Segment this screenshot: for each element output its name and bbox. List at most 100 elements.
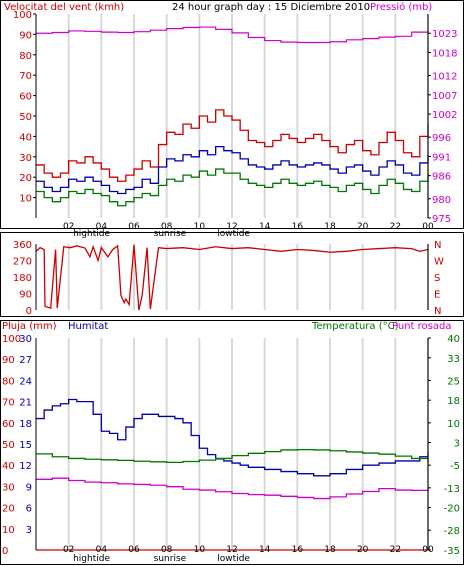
hour-label-clim-12: 12 [226,545,237,555]
wind-tick-label-30: 30 [19,153,32,164]
wind-axis-label: Velocitat del vent (kmh) [4,2,124,13]
hour-label-wind-00: 00 [422,222,434,232]
chart-title: 24 hour graph day : 15 Diciembre 2010 [172,2,370,13]
wind-tick-label-100: 100 [13,10,32,21]
compass-label-0-N: N [434,240,441,251]
event-label-wind-sunrise: sunrise [154,229,187,239]
rain-tick-label-70: 70 [2,398,15,409]
hour-label-clim-08: 08 [161,545,173,555]
hour-label-clim-20: 20 [357,545,369,555]
compass-label-4-N: N [434,306,441,317]
rain-tick-label-20: 20 [2,504,15,515]
wind-tick-label-80: 80 [19,51,32,62]
pressure-axis-label: Pressió (mb) [370,1,432,13]
event-label-clim-hightide: hightide [73,554,110,564]
wind-tick-label-20: 20 [19,173,32,184]
humidity-tick-label-9: 9 [26,482,32,493]
hour-label-wind-06: 06 [128,222,140,232]
direction-tick-label-270: 270 [13,257,32,268]
event-label-wind-lowtide: lowtide [217,229,250,239]
hour-label-clim-16: 16 [292,545,304,555]
temp-tick-label--28: -28 [444,526,460,537]
series-line-temperature [36,449,429,464]
hour-label-wind-14: 14 [259,222,271,232]
pressure-tick-label-991: 991 [432,152,451,163]
grid-layer [67,14,429,550]
compass-label-3-E: E [434,290,440,301]
series-line-low [36,168,429,207]
rain-tick-label-60: 60 [2,419,15,430]
temperature-axis-label: Temperatura (°C) [311,321,399,332]
rain-tick-label-40: 40 [2,461,15,472]
rain-tick-label-100: 100 [2,334,21,345]
humidity-tick-label-24: 24 [19,376,32,387]
temp-tick-label-3: 3 [454,439,460,450]
series-line-average [36,145,429,195]
panel-climate-frame [0,320,464,565]
hour-label-clim-10: 10 [194,545,206,555]
humidity-tick-label-18: 18 [19,419,32,430]
dewpoint-axis-label: Punt rosada [392,321,451,332]
rain-tick-label-90: 90 [2,355,15,366]
rain-axis-label: Pluja (mm) [2,321,57,332]
hour-label-wind-20: 20 [357,222,369,232]
panel-direction-frame [0,232,464,317]
temp-tick-label-18: 18 [447,396,460,407]
direction-tick-label-360: 360 [13,240,32,251]
pressure-tick-label-1023: 1023 [432,29,457,40]
pressure-tick-label-986: 986 [432,172,451,183]
pressure-tick-label-975: 975 [432,214,451,225]
humidity-tick-label-30: 30 [19,334,32,345]
rain-tick-label-80: 80 [2,376,15,387]
event-label-clim-lowtide: lowtide [217,554,250,564]
series-line-humidity [36,398,429,477]
rain-tick-label-50: 50 [2,440,15,451]
hour-label-wind-10: 10 [194,222,206,232]
temp-tick-label-40: 40 [447,334,460,345]
temp-tick-label--13: -13 [444,484,460,495]
hour-label-wind-08: 08 [161,222,173,232]
wind-tick-label-60: 60 [19,92,32,103]
wind-tick-label-10: 10 [19,194,32,205]
hour-label-wind-22: 22 [390,222,401,232]
event-label-wind-hightide: hightide [73,229,110,239]
series-line-direction [35,244,429,311]
wind-tick-label-90: 90 [19,30,32,41]
hour-label-wind-12: 12 [226,222,237,232]
wind-tick-label-70: 70 [19,71,32,82]
rain-tick-label-30: 30 [2,482,15,493]
marks-layer [35,26,429,551]
pressure-tick-label-1012: 1012 [432,72,457,83]
hour-label-clim-18: 18 [324,545,336,555]
compass-label-1-W: W [434,257,444,268]
hour-label-wind-04: 04 [96,222,108,232]
hour-label-wind-16: 16 [292,222,304,232]
humidity-axis-label: Humitat [68,321,108,332]
temp-tick-label-25: 25 [447,376,460,387]
hour-label-wind-18: 18 [324,222,336,232]
pressure-tick-label-980: 980 [432,195,451,206]
hour-label-clim-04: 04 [96,545,108,555]
direction-tick-label-0: 0 [26,306,32,317]
compass-label-2-S: S [434,273,440,284]
pressure-tick-label-1007: 1007 [432,91,457,102]
series-line-pressure [36,26,429,44]
temp-tick-label--35: -35 [444,546,460,557]
temp-tick-label--5: -5 [450,461,460,472]
hour-label-clim-14: 14 [259,545,271,555]
pressure-tick-label-1018: 1018 [432,48,457,59]
humidity-tick-label-15: 15 [19,440,32,451]
temp-tick-label-33: 33 [447,354,460,365]
hour-label-wind-02: 02 [63,222,74,232]
humidity-tick-label-3: 3 [26,525,32,536]
hour-label-clim-22: 22 [390,545,401,555]
temp-tick-label-10: 10 [447,419,460,430]
wind-tick-label-40: 40 [19,132,32,143]
series-line-gust [36,109,429,182]
temp-tick-label--20: -20 [444,504,460,515]
rain-tick-label-10: 10 [2,525,15,536]
direction-tick-label-180: 180 [13,273,32,284]
